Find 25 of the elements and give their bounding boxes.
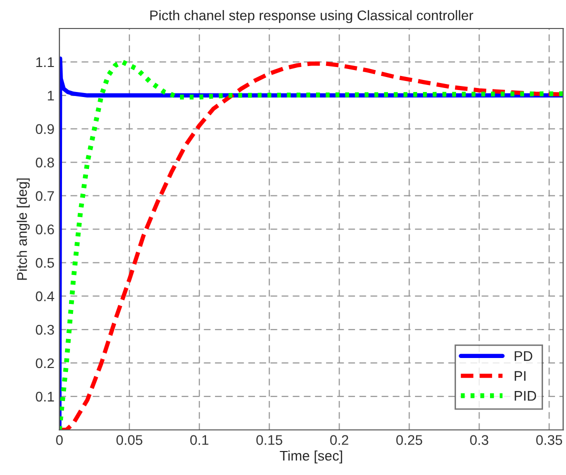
x-tick-label: 0.3 [470,435,488,445]
y-tick-label: 1.1 [36,57,54,67]
x-tick-label: 0.05 [116,435,142,445]
y-tick-label: 1 [48,90,54,100]
x-tick-label: 0.35 [536,435,562,445]
x-tick-label: 0.25 [396,435,422,445]
x-axis-title: Time [sec] [280,450,342,464]
y-tick-label: 0.8 [36,158,54,168]
y-tick-label: 0.3 [36,324,54,335]
x-tick-label: 0.2 [330,435,348,445]
x-tick-label: 0.1 [190,435,208,445]
chart-title: Picth chanel step response using Classical controller [150,10,474,24]
y-tick-label: 0.1 [36,392,54,402]
y-axis-title: Pitch angle [deg] [16,178,30,280]
y-tick-label: 0.9 [36,124,54,134]
legend-label: PI [514,371,526,381]
x-tick-label: 0 [56,435,63,445]
legend-label: PID [514,391,536,401]
y-tick-label: 0.7 [36,191,54,201]
y-tick-label: 0.4 [36,291,54,302]
y-tick-label: 0.5 [36,258,54,268]
y-tick-label: 0.6 [36,224,54,234]
x-tick-label: 0.15 [256,435,282,445]
y-tick-label: 0.2 [36,358,54,368]
legend-label: PD [514,351,532,361]
